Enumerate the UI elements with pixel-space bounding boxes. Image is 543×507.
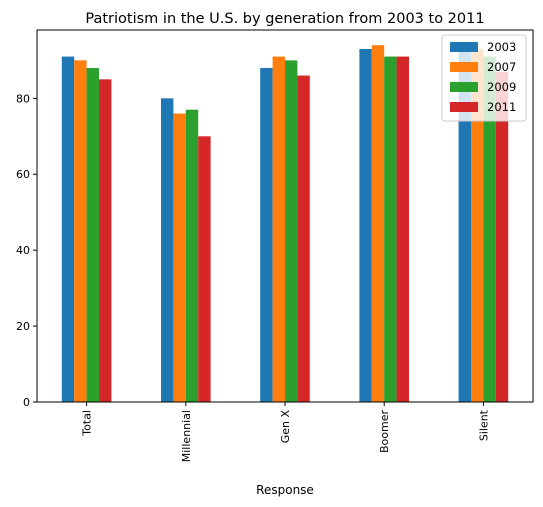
bar-2011-boomer	[396, 56, 409, 402]
x-tick-label: Boomer	[378, 410, 391, 453]
bar-2011-silent	[495, 71, 509, 403]
x-tick-label: Gen X	[279, 410, 292, 444]
bar-2011-millennial	[198, 136, 211, 403]
x-axis: Total Millennial Gen X Boomer Silent	[81, 402, 490, 462]
y-tick-label: 60	[16, 168, 30, 181]
y-axis: 0 20 40 60 80	[16, 92, 37, 409]
legend-label-2007: 2007	[487, 60, 516, 74]
bar-2011-gen-x	[297, 75, 310, 402]
bar-2009-millennial	[185, 109, 199, 402]
bar-2009-boomer	[384, 56, 397, 402]
chart-title: Patriotism in the U.S. by generation fro…	[85, 11, 484, 27]
legend-box	[441, 34, 527, 122]
x-axis-label: Response	[256, 483, 314, 497]
bar-2003-boomer	[359, 48, 372, 403]
y-tick-label: 20	[16, 320, 30, 333]
y-tick-label: 80	[16, 92, 30, 105]
legend-swatch-2007	[450, 62, 478, 72]
legend-label-2011: 2011	[487, 100, 516, 114]
legend-label-2009: 2009	[487, 80, 516, 94]
bar-2011-total	[99, 79, 112, 403]
bar-2007-silent	[471, 48, 484, 403]
bars-group	[61, 45, 509, 403]
y-tick-label: 0	[23, 396, 30, 409]
legend-swatch-2009	[450, 82, 478, 92]
bar-2007-gen-x	[272, 56, 285, 402]
bar-2009-gen-x	[285, 60, 298, 403]
bar-2003-millennial	[161, 98, 174, 402]
bar-2003-gen-x	[260, 67, 273, 403]
bar-2009-silent	[483, 56, 496, 402]
legend-label-2003: 2003	[487, 40, 516, 54]
bar-2009-total	[86, 67, 99, 403]
x-tick-label: Silent	[477, 409, 490, 441]
x-tick-label: Total	[81, 410, 94, 437]
bar-2003-silent	[458, 45, 471, 402]
x-tick-label: Millennial	[180, 410, 193, 462]
bar-2003-total	[61, 56, 75, 402]
bar-2007-boomer	[371, 45, 385, 402]
y-tick-label: 40	[16, 244, 30, 257]
legend: 2003 2007 2009 2011	[441, 34, 527, 122]
legend-swatch-2003	[450, 42, 478, 52]
legend-swatch-2011	[450, 102, 478, 112]
bar-2007-total	[74, 60, 87, 403]
bar-2007-millennial	[173, 113, 186, 403]
